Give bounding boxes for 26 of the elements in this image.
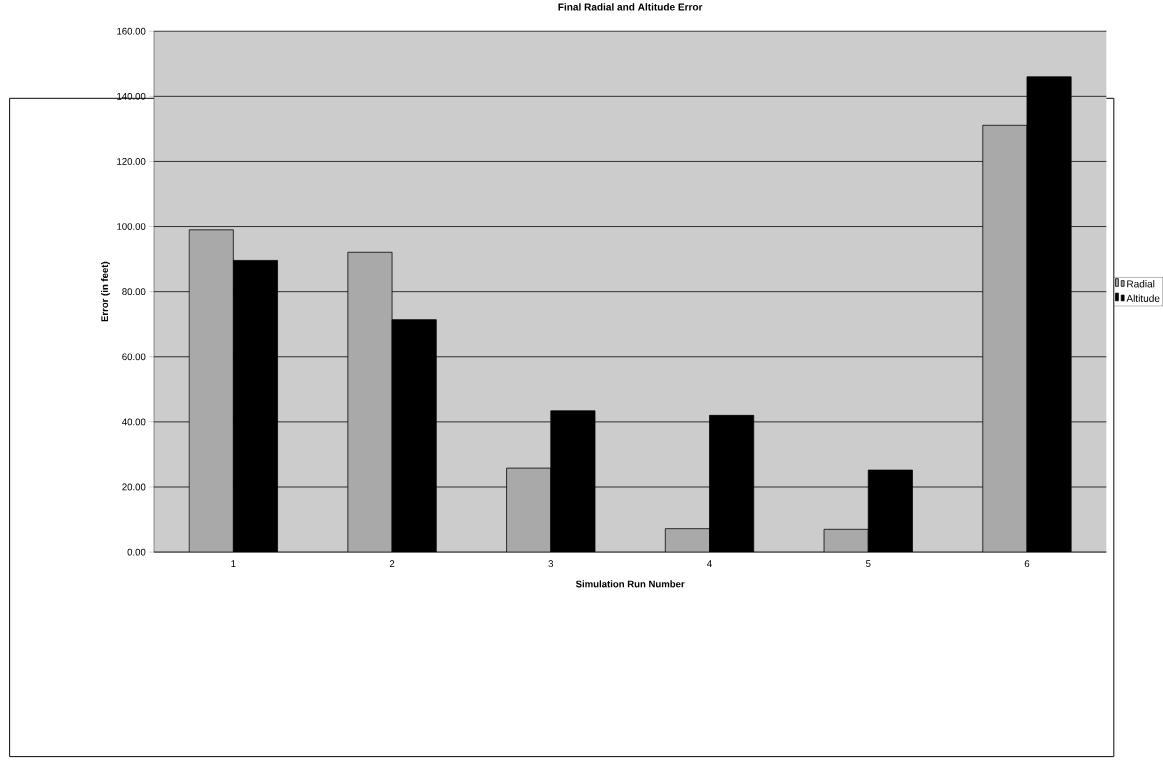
- bar: [347, 251, 393, 552]
- bar: [664, 528, 710, 552]
- legend-label: Altitude: [1126, 294, 1160, 302]
- bar: [188, 229, 234, 552]
- y-tick-label: 20.00: [122, 483, 146, 491]
- y-tick-label: 40.00: [122, 418, 146, 426]
- x-tick-label: 6: [1024, 560, 1030, 567]
- x-tick-label: 4: [707, 560, 712, 567]
- chart-title: Final Radial and Altitude Error: [558, 2, 703, 11]
- x-tick-label: 3: [548, 560, 554, 567]
- y-tick-label: 100.00: [117, 222, 146, 230]
- y-tick-label: 120.00: [117, 157, 146, 165]
- bar: [823, 528, 869, 552]
- bar: [506, 467, 552, 552]
- x-axis-title: Simulation Run Number: [575, 580, 685, 588]
- y-tick-label: 160.00: [117, 27, 146, 35]
- y-tick-label: 80.00: [122, 288, 146, 295]
- y-tick-label: 140.00: [117, 92, 146, 100]
- y-axis-title: Error (in feet): [101, 261, 110, 322]
- legend-label: Radial: [1127, 279, 1155, 288]
- x-tick-label: 1: [231, 560, 236, 567]
- x-tick-label: 5: [865, 560, 871, 567]
- x-tick-label: 2: [389, 560, 395, 567]
- y-tick-label: 60.00: [122, 353, 146, 360]
- bar: [982, 124, 1028, 552]
- y-tick-label: 0.00: [127, 548, 146, 556]
